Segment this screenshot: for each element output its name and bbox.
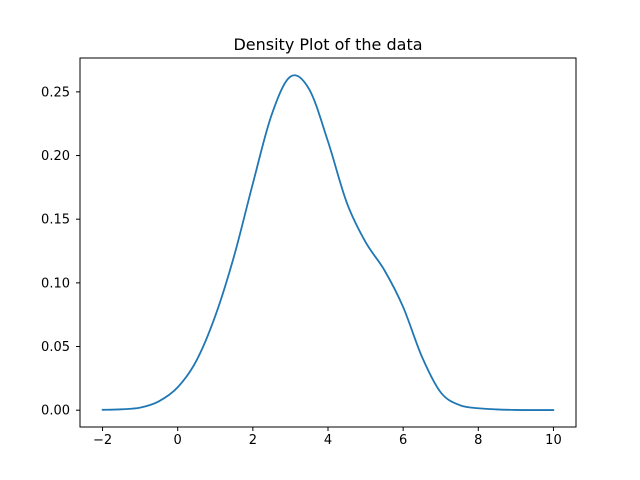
x-tick-label-6: 10 — [545, 433, 562, 448]
y-tick-label-3: 0.15 — [41, 213, 70, 228]
plot-frame — [79, 57, 577, 428]
plot-area-background — [80, 58, 576, 427]
y-tick-label-4: 0.20 — [41, 149, 70, 164]
line-layer — [101, 74, 555, 411]
x-tick-label-2: 2 — [249, 433, 257, 448]
x-tick-label-5: 8 — [474, 433, 482, 448]
x-tick-label-3: 4 — [324, 433, 332, 448]
y-tick-label-1: 0.05 — [41, 340, 70, 355]
y-tick-label-0: 0.00 — [41, 404, 70, 419]
density-line-0 — [101, 74, 555, 411]
y-tick-layer: 0.00 0.05 0.10 0.15 0.20 0.25 — [41, 85, 80, 419]
x-tick-label-1: 0 — [174, 433, 182, 448]
x-tick-label-0: −2 — [93, 433, 112, 448]
y-tick-label-2: 0.10 — [41, 276, 70, 291]
x-tick-layer: −2 0 2 4 6 8 10 — [93, 427, 562, 448]
y-tick-label-5: 0.25 — [41, 85, 70, 100]
chart-title: Density Plot of the data — [233, 35, 422, 54]
x-tick-label-4: 6 — [399, 433, 407, 448]
